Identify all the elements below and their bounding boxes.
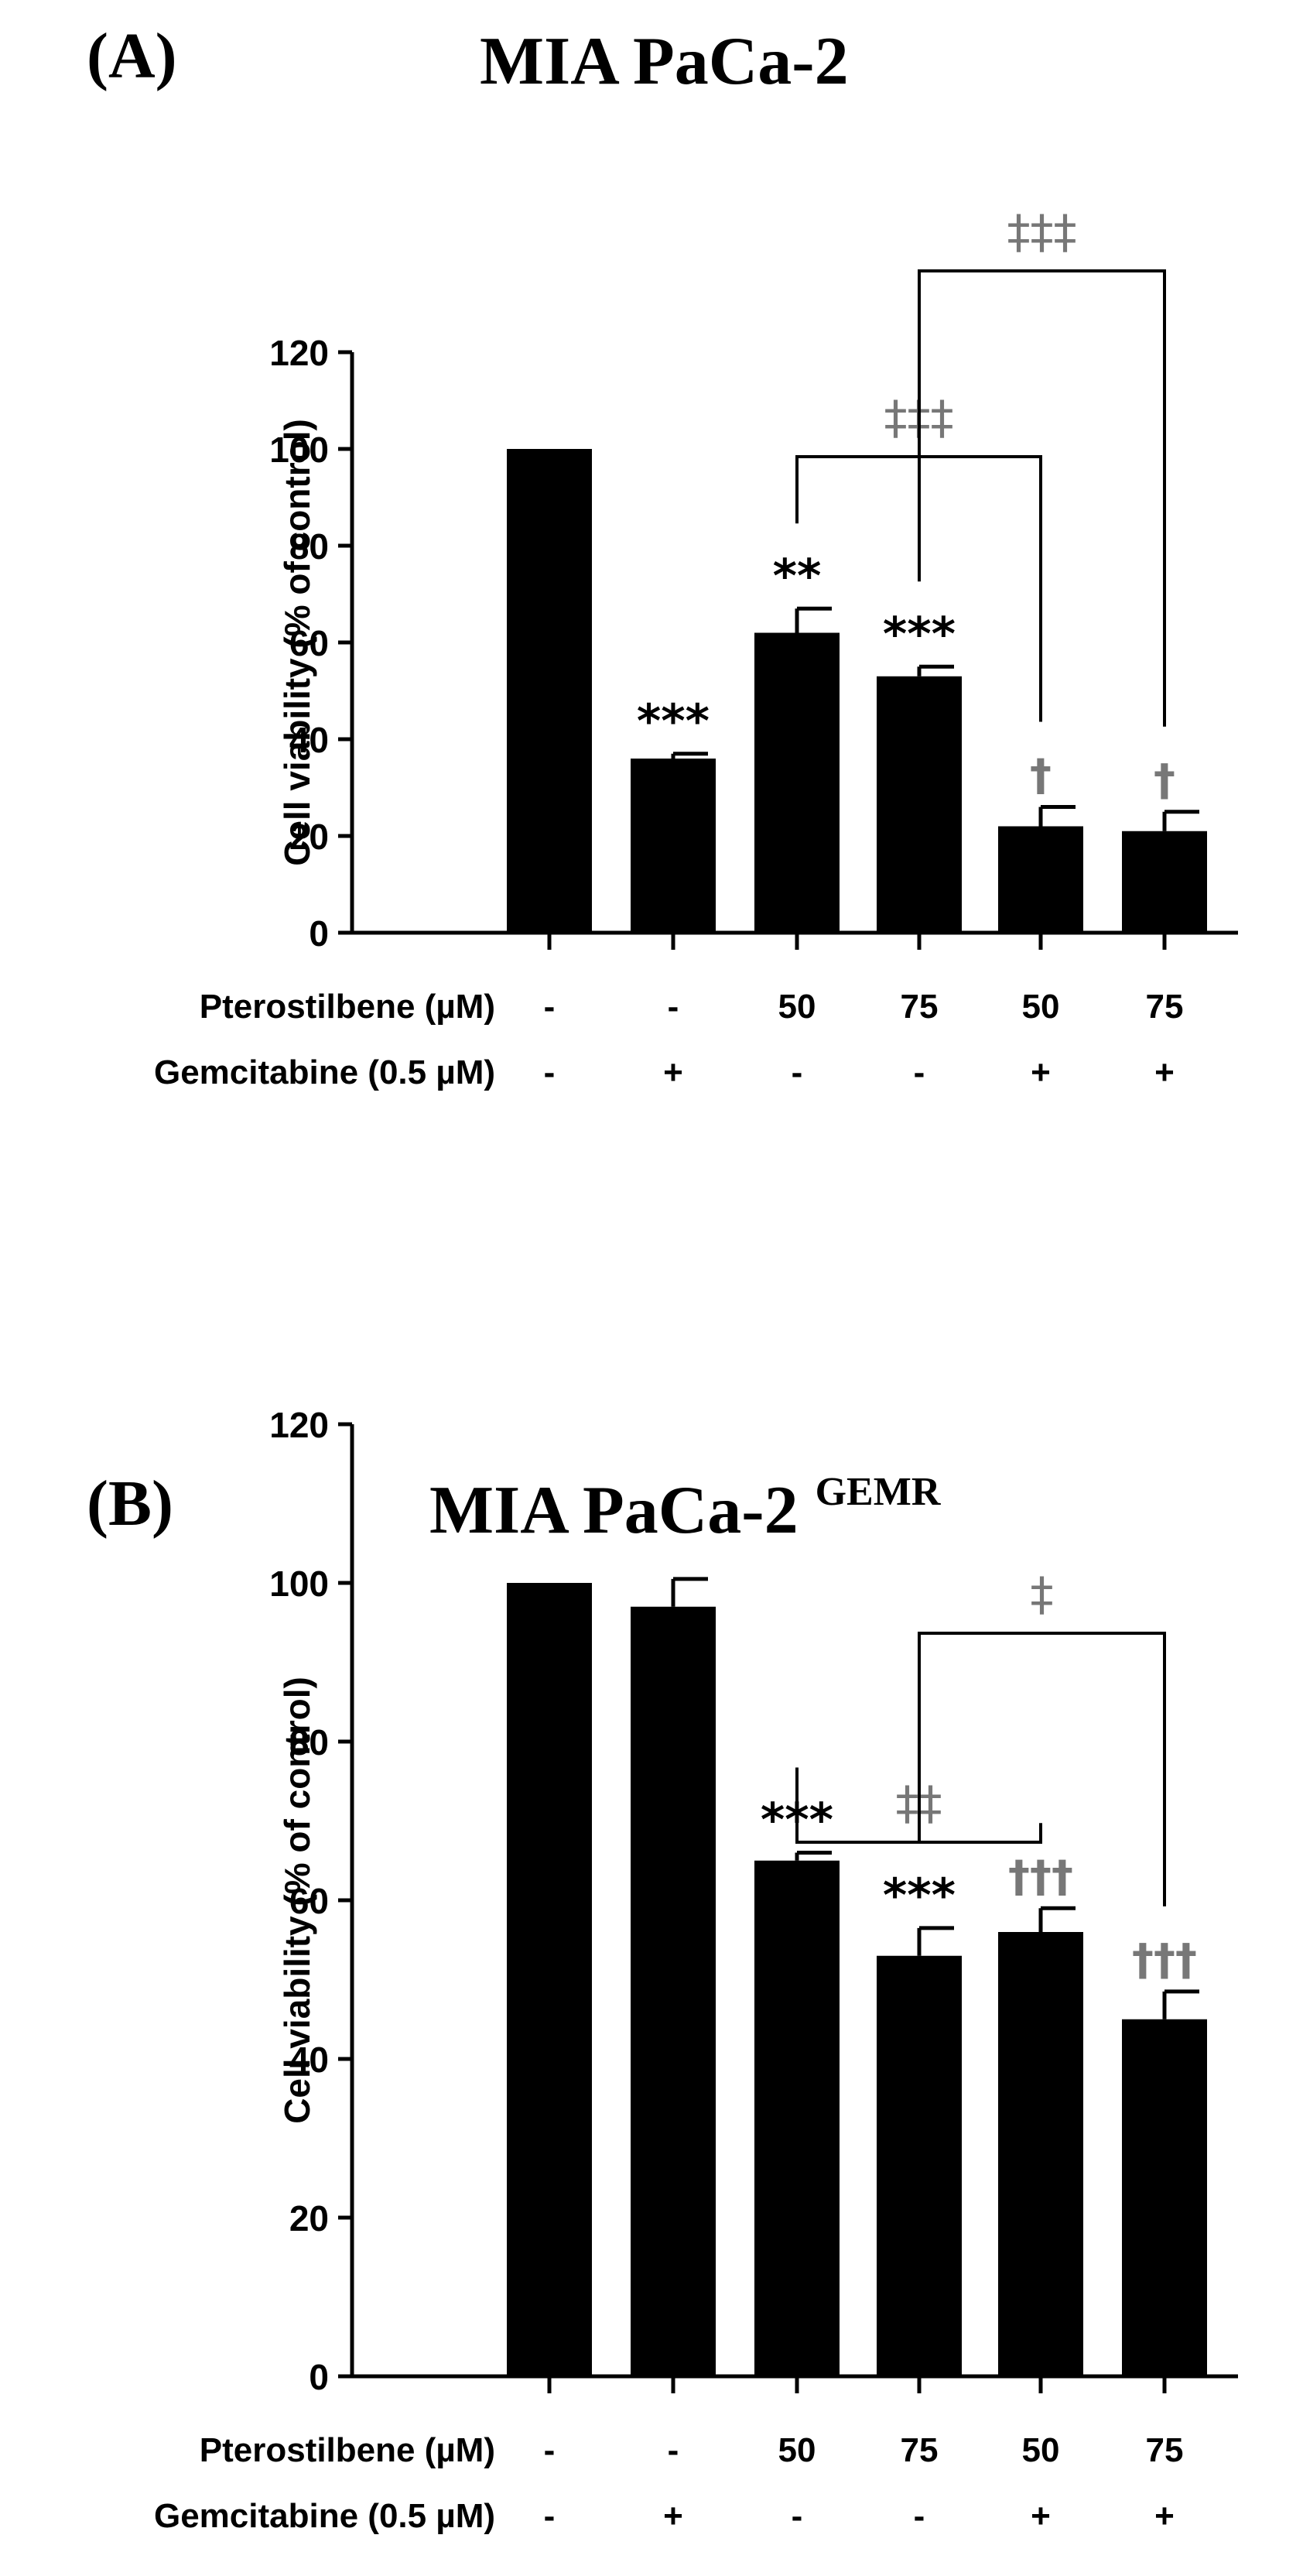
y-tick-label: 40: [289, 720, 329, 760]
treatment-cell: +: [1031, 1053, 1051, 1091]
y-axis-label: Cell viability (% of control): [277, 1677, 317, 2124]
treatment-cell: -: [544, 2431, 556, 2469]
significance-label: †: [1030, 751, 1052, 801]
treatment-cell: -: [668, 988, 679, 1026]
significance-label: ***: [883, 607, 956, 661]
treatment-cell: -: [668, 2431, 679, 2469]
y-tick-label: 60: [289, 623, 329, 663]
bar: [507, 449, 592, 933]
treatment-cell: -: [792, 2497, 803, 2535]
treatment-cell: 50: [1022, 2431, 1060, 2469]
bar: [631, 759, 716, 933]
bar: [1122, 2019, 1207, 2376]
panel-label: (B): [87, 1468, 173, 1540]
significance-label: †: [1154, 755, 1175, 806]
treatment-row-label: Pterostilbene (µM): [200, 2431, 495, 2469]
chart-title-main: MIA PaCa-2: [480, 24, 849, 99]
y-tick-label: 20: [289, 817, 329, 857]
bar: [507, 1583, 592, 2376]
treatment-cell: -: [792, 1053, 803, 1091]
chart-panel-b: (B) MIA PaCa-2 GEMR 0 20 40 60 80 100 120 Cell via…: [87, 1405, 1238, 2535]
y-tick-label: 60: [289, 1881, 329, 1921]
treatment-row-label: Pterostilbene (µM): [200, 988, 495, 1026]
significance-label: ***: [637, 694, 710, 748]
treatment-cell: -: [544, 988, 556, 1026]
y-tick-label: 100: [269, 1564, 329, 1604]
significance-label: ***: [883, 1869, 956, 1923]
treatment-cell: +: [663, 1053, 683, 1091]
treatment-cell: 75: [901, 2431, 939, 2469]
treatment-cell: -: [544, 2497, 556, 2535]
treatment-cell: -: [914, 1053, 925, 1091]
treatment-cell: 75: [901, 988, 939, 1026]
y-tick-label: 120: [269, 333, 329, 373]
treatment-cell: 50: [1022, 988, 1060, 1026]
chart-panel-a: (A) MIA PaCa-2 0 20 40 60 80 100 120 Cell viabili…: [87, 20, 1238, 1091]
y-tick-label: 100: [269, 430, 329, 470]
y-axis-label: Cell viability (% of control): [277, 419, 317, 866]
chart-title-main: MIA PaCa-2: [429, 1473, 799, 1548]
chart-title: MIA PaCa-2: [480, 24, 849, 99]
significance-label: †††: [1132, 1935, 1197, 1985]
comparison-bracket: [918, 269, 1166, 727]
treatment-cell: +: [1154, 1053, 1175, 1091]
y-tick-label: 80: [289, 526, 329, 567]
chart-title: MIA PaCa-2 GEMR: [429, 1470, 942, 1548]
bar: [998, 1932, 1083, 2376]
bar: [1122, 831, 1207, 933]
y-tick-label: 20: [289, 2198, 329, 2239]
y-tick-label: 0: [309, 2357, 329, 2397]
treatment-cell: +: [1031, 2497, 1051, 2535]
chart-title-superscript: GEMR: [816, 1470, 942, 1514]
treatment-cell: 50: [778, 988, 816, 1026]
y-tick-label: 40: [289, 2040, 329, 2080]
panel-label: (A): [87, 20, 177, 92]
y-tick-label: 80: [289, 1722, 329, 1762]
comparison-bracket: [918, 1632, 1166, 1906]
bar: [754, 632, 840, 933]
treatment-cell: -: [914, 2497, 925, 2535]
bracket-label: ‡: [1031, 1567, 1054, 1622]
treatment-row-label: Gemcitabine (0.5 µM): [154, 2497, 495, 2535]
bar: [877, 1955, 962, 2376]
bar: [998, 826, 1083, 933]
y-tick-label: 0: [309, 913, 329, 954]
treatment-row-label: Gemcitabine (0.5 µM): [154, 1053, 495, 1091]
significance-label: †††: [1008, 1852, 1073, 1902]
treatment-cell: 75: [1146, 2431, 1184, 2469]
bar: [877, 676, 962, 933]
significance-label: **: [773, 549, 822, 603]
treatment-cell: +: [1154, 2497, 1175, 2535]
bar: [631, 1606, 716, 2376]
treatment-cell: 50: [778, 2431, 816, 2469]
y-tick-label: 120: [269, 1405, 329, 1445]
bar: [754, 1860, 840, 2376]
bracket-label: ‡‡‡: [1007, 205, 1077, 259]
treatment-cell: 75: [1146, 988, 1184, 1026]
treatment-cell: -: [544, 1053, 556, 1091]
treatment-cell: +: [663, 2497, 683, 2535]
